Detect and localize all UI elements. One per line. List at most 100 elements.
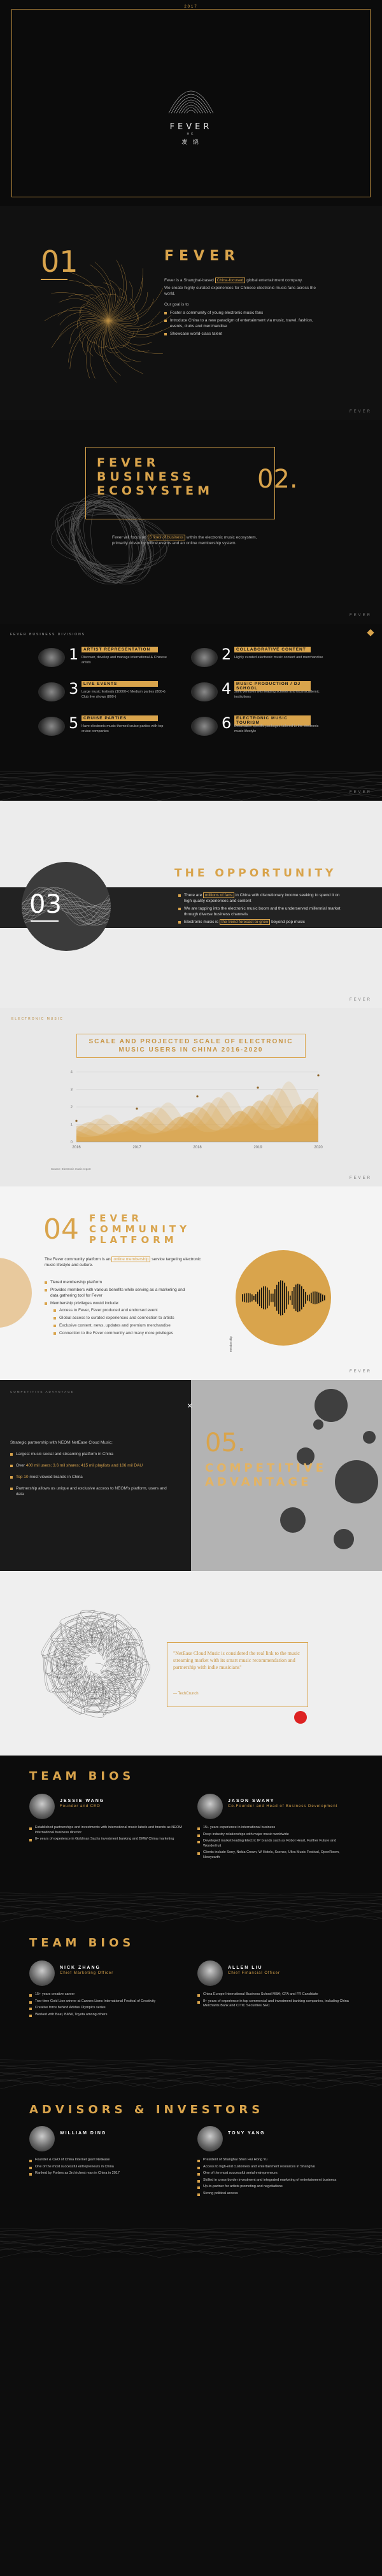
users-area-chart: 4 3 2 1 0 2016 2017 2018 2019 2020 [71, 1071, 323, 1150]
person-name: JESSIE WANG [60, 1799, 105, 1803]
community-slide: 04 FEVER COMMUNITY PLATFORM The Fever comm… [0, 1186, 382, 1380]
business-line-number: 6 [222, 714, 232, 732]
avatar [29, 2126, 55, 2151]
business-line-number: 4 [222, 680, 232, 698]
community-item: Membership privileges would include: [45, 1300, 191, 1306]
fever-logo-icon [168, 90, 214, 114]
chart-caption: Source: Electronic music report [51, 1167, 91, 1171]
person-bio-item: Access to high-end customers and enterta… [197, 2165, 350, 2170]
business-line-number: 3 [69, 680, 79, 698]
business-line-desc: Large music festivals (10000+) Medium pa… [81, 690, 166, 699]
quote-slide: "NetEase Cloud Music is considered the r… [0, 1571, 382, 1756]
opportunity-item: There are millions of fans in China with… [178, 892, 344, 904]
slide-footer: FEVER [349, 998, 372, 1002]
avatar [197, 1794, 223, 1819]
chart-title: SCALE AND PROJECTED SCALE OF ELECTRONIC M… [88, 1038, 294, 1053]
business-line-art-icon [191, 717, 218, 736]
community-list: Tiered membership platform Provides memb… [45, 1279, 191, 1308]
person-bio-item: Two-time Gold Lion winner at Cannes Lion… [29, 1999, 182, 2004]
chart-area-layer [76, 1092, 318, 1142]
business-line-title: LIVE EVENTS [81, 681, 158, 687]
person-bio-list: 15+ years experience in international bu… [197, 1826, 350, 1862]
cover-cn: 发 烧 [181, 139, 201, 145]
ecosystem-frame [85, 447, 275, 519]
slide-footer: FEVER [349, 1370, 372, 1374]
chart-area-layer [76, 1081, 318, 1142]
business-line-desc: Highly curated electronic music content … [234, 656, 323, 659]
business-line-title: ARTIST REPRESENTATION [81, 647, 158, 652]
community-intro: The Fever community platform is an onlin… [45, 1256, 201, 1267]
avatar [197, 2126, 223, 2151]
competitive-list: Largest music social and streaming platf… [10, 1451, 169, 1503]
business-line-number: 1 [69, 645, 79, 663]
cover-sub: HK [187, 132, 195, 136]
about-number: 01 [41, 244, 78, 279]
competitive-number: 05. [205, 1428, 246, 1458]
person-bio-item: One of the most successful entrepreneurs… [29, 2165, 182, 2170]
goal-item: Showcase world-class talent [164, 331, 323, 337]
cover-slide: 2017 FEVER HK 发 烧 [0, 0, 382, 206]
opportunity-number: 03 [29, 890, 62, 919]
competitive-item: Over 400 mil users; 3.6 mil shares; 415 … [10, 1463, 169, 1468]
competitive-right-panel [191, 1380, 382, 1571]
bios2-title: TEAM BIOS [29, 1936, 135, 1950]
person-name: TONY YANG [228, 2131, 265, 2136]
person-bio-list: 15+ years creative career Two-time Gold L… [29, 1992, 182, 2019]
competitive-intro: Strategic partnership with NEOM NetEase … [10, 1440, 113, 1445]
person-bio-item: Skilled in cross-border investment and i… [197, 2178, 350, 2183]
about-text: Fever is a Shanghai-based China-focused … [164, 278, 323, 339]
quote-box [167, 1642, 308, 1707]
data-point [317, 1074, 320, 1077]
person-bio-item: Up-to-partner for artists promoting and … [197, 2185, 350, 2190]
y-tick-label: 0 [71, 1141, 73, 1144]
business-lines-slide: FEVER BUSINESS DIVISIONS 1 ARTIST REPRESE… [0, 624, 382, 801]
person-role: Founder and CEO [60, 1805, 101, 1808]
wave-art-icon [50, 493, 169, 585]
ecosystem-slide: FEVER BUSINESS ECOSYSTEM 02. Fever will … [0, 420, 382, 624]
person-bio-list: China Europe International Business Scho… [197, 1992, 350, 2011]
person-bio-item: China Europe International Business Scho… [197, 1992, 350, 1997]
x-tick-label: 2017 [132, 1146, 141, 1150]
business-line-desc: Joint ventures with leading schools and … [234, 690, 320, 699]
business-line-title: COLLABORATIVE CONTENT [234, 647, 311, 652]
ecosystem-desc: Fever will focus on 6 lines of business … [112, 535, 257, 545]
business-line-desc: Have electronic music themed cruise part… [81, 724, 164, 733]
business-line-item: 1 ARTIST REPRESENTATION Discover, develop … [38, 645, 185, 675]
slide-footer: FEVER [349, 614, 372, 617]
opportunity-title: THE OPPORTUNITY [174, 867, 337, 880]
chart-area-layer [76, 1094, 318, 1142]
person-bio-list: President of Shanghai Shen Hui Hong Yu Ac… [197, 2158, 350, 2198]
competitive-item: Top 10 most viewed brands in China [10, 1474, 169, 1480]
community-item: Provides members with various benefits w… [45, 1287, 191, 1299]
person-bio-item: Developed market leading Electric IP bra… [197, 1839, 350, 1848]
terrain-art-icon [0, 1892, 382, 1922]
competitive-slide: COMPETITIVE ADVANTAGE × Strategic partne… [0, 1380, 382, 1571]
community-wave-circle [236, 1250, 331, 1346]
chart-area-layer [76, 1097, 318, 1142]
terrain-art-icon [0, 2228, 382, 2258]
opportunity-list: There are millions of fans in China with… [178, 892, 344, 927]
business-line-desc: Destination specific packages tailored t… [234, 724, 319, 733]
avatar [29, 1960, 55, 1986]
slide-footer: FEVER [349, 791, 372, 794]
business-line-number: 5 [69, 714, 79, 732]
sphere-art-icon [44, 260, 172, 383]
data-point [196, 1095, 199, 1098]
data-point [75, 1120, 78, 1122]
chart-slide: ELECTRONIC MUSIC SCALE AND PROJECTED SCA… [0, 1008, 382, 1186]
person-bio-item: Worked with Beat, BMW, Toyota among othe… [29, 2013, 182, 2018]
community-subitem: Exclusive content, news, updates and pre… [53, 1323, 194, 1328]
person-bio-list: Established partnerships and investments… [29, 1826, 182, 1844]
terrain-art-icon [0, 2059, 382, 2089]
advisors-slide: ADVISORS & INVESTORS WILLIAM DING Founder… [0, 2089, 382, 2258]
team-bios-2-slide: TEAM BIOS NICK ZHANG Chief Marketing Offi… [0, 1922, 382, 2089]
chart-area-layer [76, 1088, 318, 1142]
business-line-art-icon [38, 682, 65, 701]
person-bio-item: Creative force behind Adidas Olympics se… [29, 2006, 182, 2011]
goal-item: Foster a community of young electronic m… [164, 310, 323, 316]
about-title: FEVER [164, 248, 241, 264]
business-line-item: 5 CRUISE PARTIES Have electronic music the… [38, 714, 185, 743]
terrain-art-icon [0, 771, 382, 801]
person-name: NICK ZHANG [60, 1966, 101, 1970]
person-role: Chief Marketing Officer [60, 1971, 114, 1975]
